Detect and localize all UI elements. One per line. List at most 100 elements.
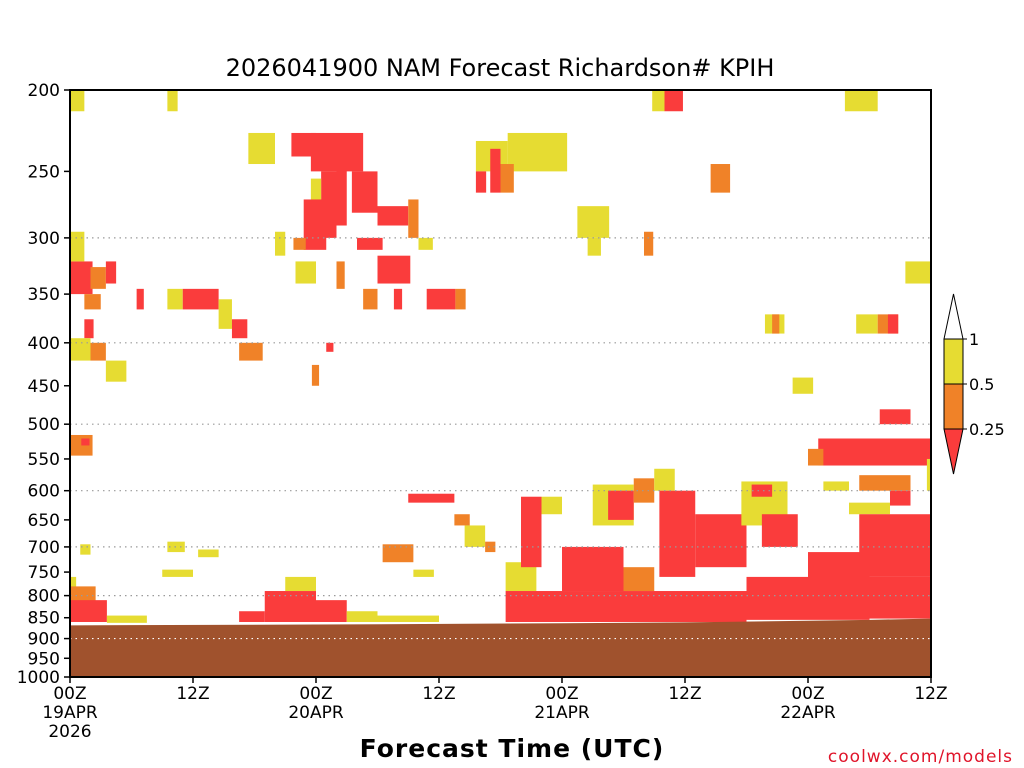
richardson-cell	[316, 600, 347, 622]
y-tick-label: 400	[28, 334, 60, 354]
terrain-fill	[70, 618, 931, 677]
richardson-cell	[81, 438, 90, 446]
y-axis: 200 250 300 350 400 450 500 550 600 650 700 750 8008…	[17, 81, 70, 688]
y-tick-label: 450	[28, 377, 60, 397]
richardson-cell	[505, 591, 562, 622]
y-tick-label: 850	[28, 609, 60, 629]
x-tick-label: 21APR	[534, 703, 590, 723]
richardson-cell	[879, 409, 911, 425]
richardson-cell	[623, 567, 655, 592]
richardson-cells	[70, 90, 931, 623]
x-tick-label: 20APR	[288, 703, 344, 723]
richardson-cell	[326, 342, 334, 352]
x-tick-label: 12Z	[668, 684, 701, 704]
colorbar-lower-triangle	[943, 428, 964, 475]
y-tick-label: 800	[28, 587, 60, 607]
richardson-cell	[198, 549, 219, 558]
richardson-cell	[231, 319, 248, 339]
richardson-cell	[248, 132, 275, 165]
richardson-cell	[587, 237, 601, 256]
richardson-cell	[377, 206, 409, 226]
richardson-cell	[182, 288, 219, 310]
richardson-cell	[869, 576, 931, 619]
richardson-cell	[808, 448, 824, 466]
richardson-cell	[485, 541, 496, 553]
richardson-cell	[377, 615, 439, 622]
richardson-cell	[70, 90, 85, 112]
richardson-cell	[751, 484, 773, 497]
richardson-cell	[70, 231, 85, 262]
y-tick-label: 900	[28, 630, 60, 650]
y-tick-label: 250	[28, 162, 60, 182]
x-tick-label: 00Z	[791, 684, 824, 704]
richardson-cell	[887, 314, 899, 334]
y-tick-label: 650	[28, 511, 60, 531]
richardson-cell	[746, 576, 808, 620]
richardson-cell	[80, 544, 91, 555]
x-tick-label: 00Z	[53, 684, 86, 704]
richardson-cell	[664, 90, 683, 112]
chart-title: 2026041900 NAM Forecast Richardson# KPIH	[226, 54, 775, 82]
y-tick-label: 300	[28, 229, 60, 249]
richardson-cell	[162, 569, 193, 577]
richardson-cell	[454, 514, 470, 526]
site-credit: coolwx.com/models	[828, 747, 1013, 767]
richardson-cell	[105, 261, 117, 284]
richardson-cell	[408, 199, 419, 238]
richardson-cell	[633, 478, 655, 503]
richardson-cell	[521, 496, 542, 568]
richardson-cell	[823, 481, 849, 491]
x-tick-label: 00Z	[545, 684, 578, 704]
richardson-cell	[464, 525, 486, 547]
richardson-cell	[562, 546, 624, 592]
richardson-cell	[475, 171, 487, 193]
richardson-cell	[659, 490, 696, 577]
richardson-cell	[772, 314, 780, 334]
richardson-cell	[500, 164, 514, 193]
richardson-cell	[890, 490, 911, 506]
richardson-cell	[336, 164, 347, 226]
richardson-cell	[106, 615, 147, 623]
richardson-cell	[382, 544, 414, 563]
richardson-cell	[377, 255, 411, 284]
richardson-cell	[408, 493, 455, 503]
richardson-cell	[695, 514, 747, 568]
richardson-cell	[710, 164, 731, 193]
y-tick-label: 750	[28, 563, 60, 583]
richardson-cell	[70, 261, 93, 295]
richardson-cell	[455, 288, 466, 310]
richardson-cell	[490, 148, 501, 193]
richardson-cell	[275, 231, 286, 256]
richardson-cell	[418, 237, 433, 250]
richardson-cell	[70, 576, 77, 596]
richardson-cell	[90, 342, 106, 361]
richardson-cell	[311, 364, 320, 386]
x-tick-label: 19APR	[42, 703, 98, 723]
richardson-cell	[105, 360, 127, 382]
y-tick-label: 200	[28, 81, 60, 101]
richardson-cell	[70, 600, 107, 622]
richardson-cell	[167, 288, 183, 310]
richardson-cell	[167, 90, 178, 112]
richardson-cell	[70, 338, 91, 361]
y-tick-label: 950	[28, 649, 60, 669]
richardson-cell	[761, 514, 798, 547]
richardson-cell	[818, 438, 931, 466]
y-tick-label: 1000	[17, 668, 60, 688]
colorbar-bin	[943, 383, 964, 430]
richardson-cell	[293, 237, 306, 250]
richardson-cell	[239, 342, 263, 361]
plot-frame	[69, 89, 932, 678]
richardson-cell	[84, 294, 101, 310]
y-tick-label: 550	[28, 450, 60, 470]
richardson-cell	[413, 569, 434, 577]
richardson-cell	[218, 299, 232, 329]
x-tick-label: 22APR	[780, 703, 836, 723]
richardson-cell	[357, 237, 383, 250]
colorbar-bin	[943, 338, 964, 385]
y-tick-label: 700	[28, 538, 60, 558]
richardson-cell	[393, 288, 403, 310]
richardson-cell	[84, 319, 94, 339]
richardson-cell	[577, 206, 610, 238]
